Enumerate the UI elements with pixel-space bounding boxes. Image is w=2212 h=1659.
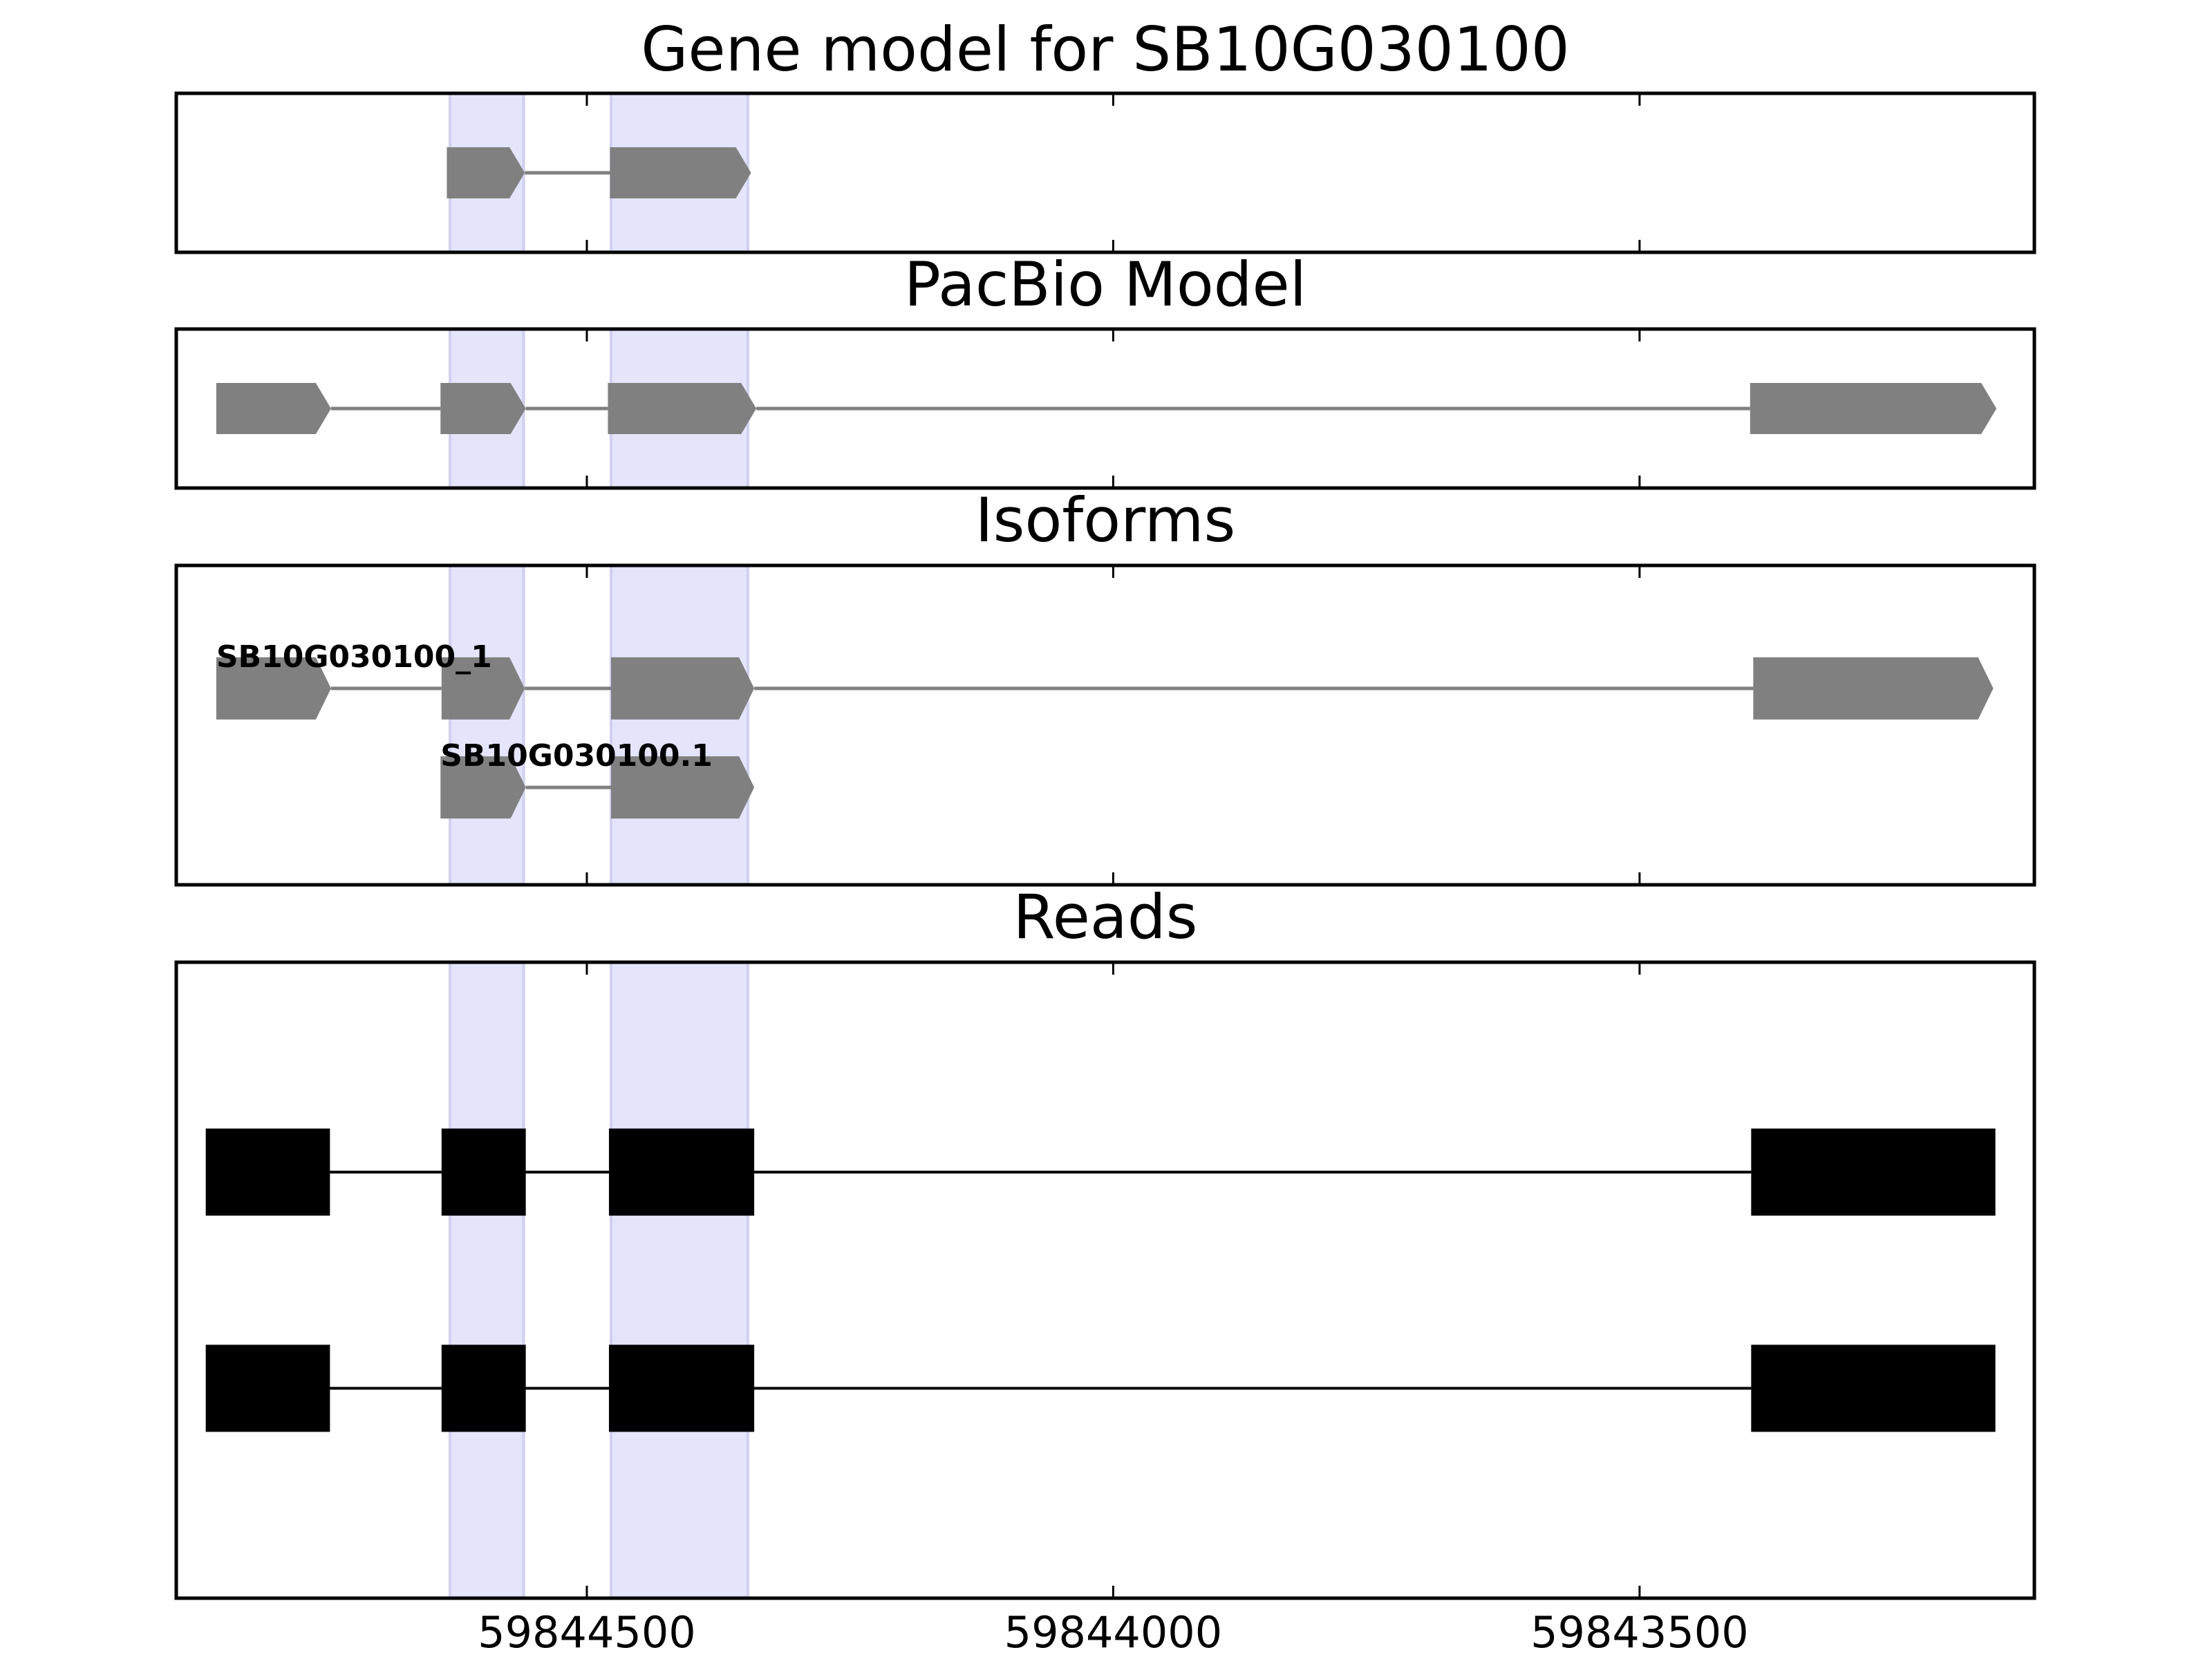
isoform-label: SB10G030100.1	[440, 738, 713, 774]
panel-frame	[174, 960, 2036, 1600]
exon	[440, 756, 526, 819]
x-tick-label: 59843500	[1530, 1607, 1749, 1658]
panel-frame	[174, 563, 2036, 887]
exon	[1751, 1128, 1996, 1216]
isoform-label: SB10G030100_1	[216, 639, 492, 675]
exon	[1751, 1344, 1996, 1432]
panel-title: Isoforms	[975, 485, 1236, 556]
panel-title: Gene model for SB10G030100	[641, 14, 1570, 85]
exon	[216, 657, 331, 720]
exon	[608, 383, 757, 434]
exon	[205, 1128, 330, 1216]
panel-frame	[174, 91, 2036, 254]
exon	[610, 756, 755, 819]
exon	[440, 383, 526, 434]
exon	[610, 147, 751, 198]
highlight-region	[609, 961, 749, 1600]
panel-frame	[174, 327, 2036, 490]
panel-title: PacBio Model	[904, 249, 1306, 320]
exon	[441, 1344, 526, 1432]
exon	[441, 1128, 526, 1216]
exon	[216, 383, 331, 434]
exon	[441, 657, 525, 720]
panel-title: Reads	[1013, 881, 1198, 953]
exon	[608, 1128, 755, 1216]
exon	[205, 1344, 330, 1432]
x-tick-label: 59844000	[1004, 1607, 1223, 1658]
exon	[608, 1344, 755, 1432]
exon	[447, 147, 525, 198]
highlight-region	[448, 961, 525, 1600]
x-tick-label: 59844500	[478, 1607, 696, 1658]
exon	[1753, 657, 1994, 720]
highlight-region	[609, 564, 749, 886]
highlight-region	[448, 564, 525, 886]
exon	[610, 657, 755, 720]
exon	[1750, 383, 1997, 434]
